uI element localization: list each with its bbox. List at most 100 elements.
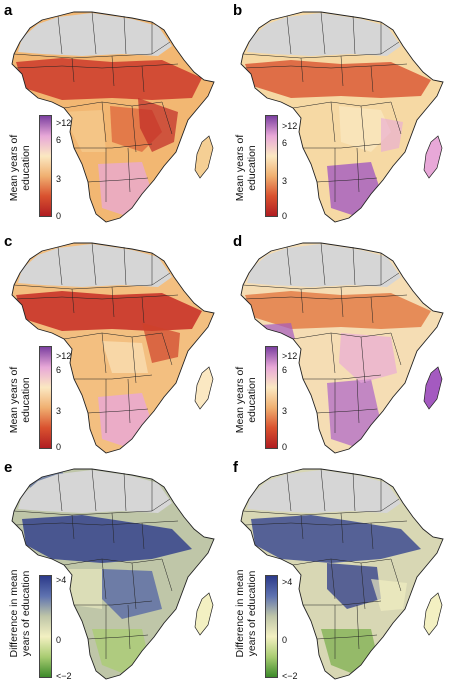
tick-d-3: 0: [282, 442, 288, 452]
region-fill: [138, 98, 178, 152]
tick-d-1: 6: [282, 365, 288, 375]
region-fill: [62, 569, 102, 609]
madagascar: [194, 366, 214, 410]
country-border: [320, 468, 326, 512]
madagascar: [423, 366, 443, 410]
country-border: [63, 332, 163, 340]
country-border: [87, 177, 149, 183]
tick-c-3: 0: [56, 442, 62, 452]
country-border: [370, 522, 374, 550]
continent-outline: [240, 242, 444, 454]
colorbar-e: [39, 575, 52, 678]
country-border: [127, 604, 131, 650]
country-border: [71, 288, 75, 314]
panel-label-b: b: [233, 2, 243, 19]
country-border: [15, 294, 179, 300]
continent-outline: [11, 468, 215, 680]
panel-label-e: e: [4, 459, 13, 476]
country-border: [63, 558, 163, 566]
tick-d-0: >12: [282, 351, 298, 361]
tick-e-0: >4: [56, 575, 67, 585]
country-border: [111, 286, 115, 318]
no-data-region: [18, 13, 172, 56]
map-panel-a: a: [2, 2, 226, 228]
country-border: [71, 514, 75, 540]
country-border: [141, 65, 145, 93]
map-panel-b: b: [231, 2, 455, 228]
tick-a-2: 3: [56, 174, 62, 184]
panel-label-a: a: [4, 2, 13, 19]
country-border: [87, 408, 149, 414]
tick-b-0: >12: [282, 121, 298, 131]
madagascar: [194, 592, 214, 636]
region-fill: [327, 563, 381, 609]
region-fill: [371, 579, 407, 611]
tick-b-1: 6: [282, 138, 288, 148]
country-border: [352, 472, 356, 512]
region-fill: [142, 323, 180, 363]
africa-map-f: [240, 468, 444, 680]
legend-title-d: Mean years of education: [234, 366, 258, 434]
country-border: [316, 634, 378, 640]
country-border: [91, 468, 97, 512]
country-border: [111, 512, 115, 544]
country-border: [330, 332, 336, 374]
country-border: [101, 332, 107, 374]
country-border: [87, 634, 149, 640]
tick-f-2: <−2: [282, 671, 298, 681]
country-border: [320, 242, 326, 286]
no-data-region: [247, 470, 401, 513]
country-border: [370, 296, 374, 324]
no-data-region: [247, 244, 401, 287]
legend-title-c: Mean years of education: [8, 366, 32, 434]
country-border: [127, 378, 131, 424]
region-fill: [339, 333, 397, 383]
madagascar: [423, 592, 443, 636]
country-border: [370, 65, 374, 93]
country-border: [303, 374, 382, 380]
country-border: [123, 15, 127, 55]
country-border: [91, 11, 97, 55]
tick-f-0: >4: [282, 577, 293, 587]
country-border: [161, 332, 173, 366]
no-data-region: [18, 470, 172, 513]
country-border: [352, 246, 356, 286]
legend-title-b: Mean years of education: [234, 134, 258, 202]
colorbar-c: [39, 346, 52, 449]
madagascar: [423, 135, 443, 179]
region-fill: [102, 341, 148, 373]
tick-e-2: <−2: [56, 671, 72, 681]
tick-e-1: 0: [56, 635, 62, 645]
panel-label-f: f: [233, 459, 238, 476]
country-border: [300, 288, 304, 314]
country-border: [356, 604, 360, 650]
country-border: [352, 15, 356, 55]
tick-c-2: 3: [56, 406, 62, 416]
country-border: [131, 562, 137, 610]
region-fill: [102, 569, 162, 619]
country-border: [292, 558, 392, 566]
country-border: [292, 101, 392, 109]
country-border: [303, 143, 382, 149]
country-border: [360, 562, 366, 610]
country-border: [390, 101, 402, 135]
colorbar-f: [265, 575, 278, 678]
region-fill: [381, 118, 403, 152]
continent-outline: [11, 242, 215, 454]
country-border: [123, 246, 127, 286]
country-border: [161, 101, 173, 135]
africa-map-b: [240, 11, 444, 223]
tick-f-1: 0: [282, 635, 288, 645]
legend-title-e: Difference in mean years of education: [8, 569, 32, 658]
country-border: [340, 55, 344, 87]
legend-title-a: Mean years of education: [8, 134, 32, 202]
country-border: [356, 147, 360, 193]
tick-b-2: 3: [282, 176, 288, 186]
country-border: [292, 332, 392, 340]
country-border: [57, 246, 63, 286]
country-border: [286, 246, 292, 286]
region-fill: [339, 106, 391, 152]
country-border: [390, 332, 402, 366]
country-border: [91, 242, 97, 286]
country-border: [360, 105, 366, 153]
